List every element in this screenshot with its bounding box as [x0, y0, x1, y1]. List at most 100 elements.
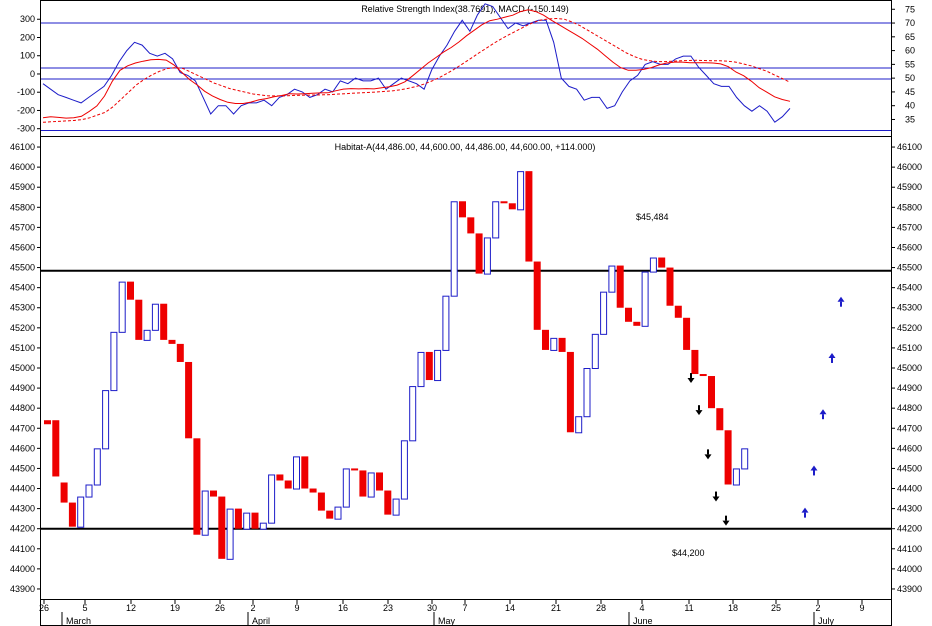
- candle-down: [616, 265, 624, 308]
- price-right-tick-label: 44300: [897, 504, 922, 514]
- price-left-tick-label: 46000: [10, 162, 35, 172]
- candle-down: [251, 512, 259, 529]
- price-right-tick-label: 45700: [897, 222, 922, 232]
- candle-down: [533, 261, 541, 330]
- macd-line: [42, 9, 791, 119]
- rsi-line: [42, 3, 791, 123]
- candle-up: [143, 329, 151, 341]
- price-right-tick-label: 44400: [897, 484, 922, 494]
- indicator-left-tick-label: 300: [20, 14, 35, 24]
- candle-up: [201, 490, 209, 536]
- candle-down: [44, 420, 51, 425]
- candle-down: [176, 343, 184, 362]
- candle-down: [376, 472, 383, 491]
- month-label: May: [438, 616, 456, 626]
- indicator-right-axis: 35 40 45 50 55 60 65 70 75: [891, 4, 915, 124]
- candle-down: [276, 474, 284, 481]
- candle-down: [60, 482, 68, 503]
- indicator-left-tick-label: 200: [20, 32, 35, 42]
- indicator-right-tick-label: 60: [905, 46, 915, 56]
- price-left-tick-label: 45800: [10, 202, 35, 212]
- candle-up: [293, 456, 300, 490]
- date-tick-label: 2: [250, 603, 255, 613]
- candle-down: [284, 480, 292, 489]
- candle-down: [160, 303, 168, 340]
- candle-down: [317, 492, 325, 511]
- candle-up: [442, 295, 450, 351]
- candle-down: [475, 233, 483, 274]
- indicator-left-axis: -300 -200 -100 0 100 200 300: [17, 14, 41, 134]
- price-left-tick-label: 45600: [10, 242, 35, 252]
- candle-down: [168, 339, 176, 344]
- candle-up: [110, 331, 118, 392]
- candle-down: [193, 438, 201, 535]
- candle-up: [77, 496, 85, 528]
- candle-down: [708, 376, 715, 409]
- candle-up: [259, 522, 267, 530]
- date-axis: 26 5 12 19 26 2 9 16 23 30 7 14 21 28 4 11 18 25 2 9 March Ap…: [39, 600, 865, 626]
- up-arrow-head: [810, 465, 818, 471]
- candle-up: [226, 508, 234, 560]
- down-arrow: [722, 515, 730, 526]
- candle-down: [508, 203, 516, 210]
- candle-down: [658, 257, 666, 268]
- price-axis: 43900 43900 44000 44000 44100 44100 44200 44200…: [10, 142, 922, 594]
- price-right-tick-label: 44800: [897, 403, 922, 413]
- candle-up: [741, 448, 749, 470]
- date-tick-label: 2: [815, 603, 820, 613]
- resistance-label: $45,484: [636, 212, 669, 222]
- candle-down: [699, 374, 707, 377]
- candle-down: [691, 349, 699, 375]
- candle-down: [425, 351, 433, 381]
- indicator-left-tick-label: -200: [17, 105, 35, 115]
- candle-down: [716, 408, 724, 431]
- indicator-right-tick-label: 65: [905, 32, 915, 42]
- arrows: [687, 296, 845, 526]
- candle-down: [633, 321, 641, 326]
- price-left-tick-label: 44100: [10, 544, 35, 554]
- candle-down: [542, 329, 549, 350]
- date-tick-label: 5: [82, 603, 87, 613]
- price-right-tick-label: 45600: [897, 242, 922, 252]
- date-tick-label: 4: [639, 603, 644, 613]
- candle-up: [550, 337, 558, 351]
- indicator-right-tick-label: 75: [905, 4, 915, 14]
- price-left-tick-label: 45900: [10, 182, 35, 192]
- price-left-tick-label: 45000: [10, 363, 35, 373]
- price-left-tick-label: 44500: [10, 463, 35, 473]
- price-right-tick-label: 45200: [897, 323, 922, 333]
- candle-up: [732, 468, 740, 486]
- candle-down: [674, 305, 682, 318]
- up-arrow: [837, 296, 845, 307]
- indicator-title: Relative Strength Index(38.7691), MACD (…: [361, 4, 569, 14]
- indicator-right-tick-label: 40: [905, 101, 915, 111]
- candle-up: [591, 333, 599, 369]
- price-left-tick-label: 46100: [10, 142, 35, 152]
- indicator-left-tick-label: 100: [20, 51, 35, 61]
- candle-up: [334, 506, 342, 520]
- candle-up: [600, 291, 608, 335]
- price-right-tick-label: 44000: [897, 564, 922, 574]
- price-left-tick-label: 45700: [10, 222, 35, 232]
- candle-down: [459, 201, 466, 218]
- candle-down: [218, 496, 226, 559]
- date-tick-label: 26: [39, 603, 49, 613]
- signal-line: [42, 17, 791, 123]
- up-arrow: [828, 352, 836, 363]
- candle-up: [102, 390, 110, 450]
- candle-down: [566, 351, 574, 433]
- down-arrow-head: [722, 520, 730, 526]
- candle-up: [85, 484, 93, 498]
- date-tick-label: 11: [684, 603, 693, 613]
- up-arrow: [810, 465, 818, 476]
- candle-down: [359, 470, 367, 497]
- candle-down: [127, 281, 134, 300]
- down-arrow: [704, 449, 712, 460]
- up-arrow-head: [819, 409, 827, 415]
- indicator-right-tick-label: 50: [905, 73, 915, 83]
- candle-up: [608, 265, 616, 293]
- price-right-tick-label: 44900: [897, 383, 922, 393]
- candle-up: [575, 416, 583, 434]
- candle-up: [342, 468, 350, 508]
